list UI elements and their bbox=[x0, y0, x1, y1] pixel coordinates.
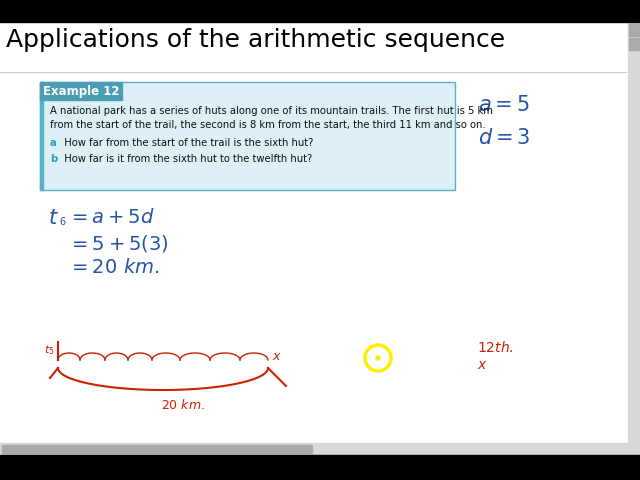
Bar bbox=[40, 82, 43, 190]
Text: $a = 5$: $a = 5$ bbox=[478, 95, 530, 115]
Text: A national park has a series of huts along one of its mountain trails. The first: A national park has a series of huts alo… bbox=[50, 106, 493, 116]
Text: $= 20\ km.$: $= 20\ km.$ bbox=[68, 258, 159, 277]
Text: Example 12: Example 12 bbox=[43, 84, 119, 97]
FancyBboxPatch shape bbox=[40, 82, 455, 190]
Text: $= 5 + 5(3)$: $= 5 + 5(3)$ bbox=[68, 233, 169, 254]
Bar bbox=[629, 24, 639, 36]
Text: How far is it from the sixth hut to the twelfth hut?: How far is it from the sixth hut to the … bbox=[58, 154, 312, 164]
Text: Applications of the arithmetic sequence: Applications of the arithmetic sequence bbox=[6, 28, 505, 52]
Bar bbox=[628, 22, 640, 443]
Bar bbox=[0, 443, 640, 455]
Text: $x$: $x$ bbox=[272, 350, 282, 363]
Bar bbox=[40, 82, 122, 100]
Text: $_6$: $_6$ bbox=[59, 214, 67, 228]
Text: How far from the start of the trail is the sixth hut?: How far from the start of the trail is t… bbox=[58, 138, 314, 148]
Text: from the start of the trail, the second is 8 km from the start, the third 11 km : from the start of the trail, the second … bbox=[50, 120, 486, 130]
Bar bbox=[0, 455, 640, 480]
Text: $d = 3$: $d = 3$ bbox=[478, 128, 531, 148]
Text: $= a + 5d$: $= a + 5d$ bbox=[68, 208, 155, 227]
Bar bbox=[0, 0, 640, 22]
Text: $t$: $t$ bbox=[48, 208, 59, 228]
Text: b: b bbox=[50, 154, 57, 164]
Text: $x$: $x$ bbox=[477, 358, 488, 372]
Text: $t_5$: $t_5$ bbox=[44, 343, 55, 357]
Circle shape bbox=[376, 356, 380, 360]
Text: a: a bbox=[50, 138, 57, 148]
Bar bbox=[629, 38, 639, 50]
Bar bbox=[2, 445, 312, 453]
Text: $12th.$: $12th.$ bbox=[477, 340, 514, 355]
Text: $20\ km.$: $20\ km.$ bbox=[161, 398, 205, 412]
